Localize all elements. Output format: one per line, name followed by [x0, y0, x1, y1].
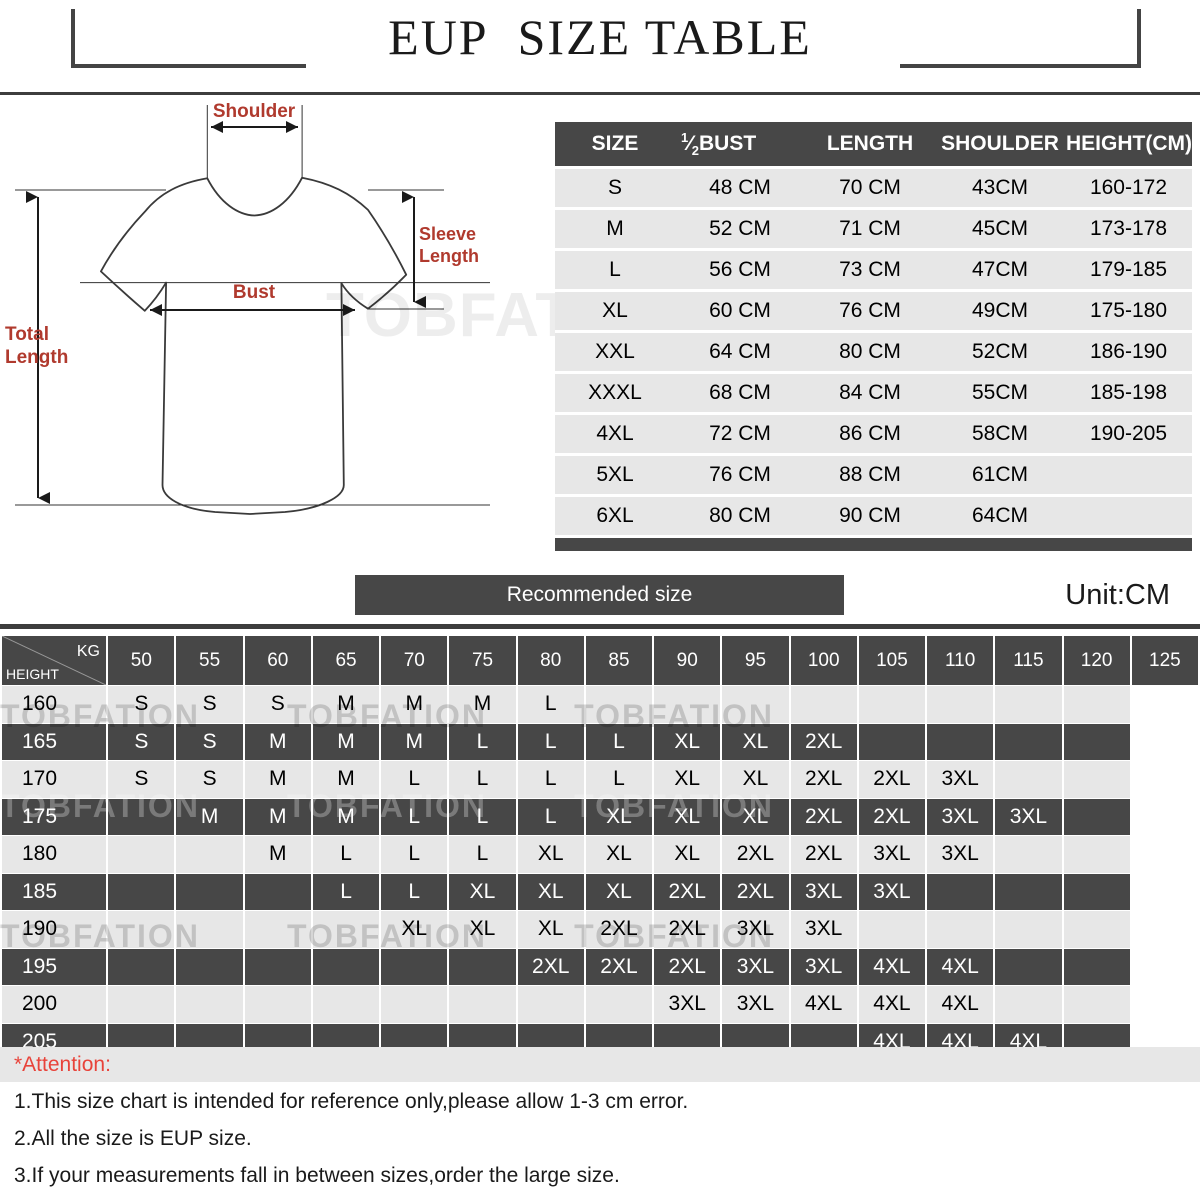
- svg-text:Bust: Bust: [233, 282, 276, 303]
- svg-text:Total Length: Total Length: [5, 324, 68, 368]
- svg-text:Shoulder: Shoulder: [213, 101, 296, 122]
- svg-text:HEIGHT: HEIGHT: [6, 666, 59, 682]
- svg-text:KG: KG: [77, 643, 100, 660]
- svg-text:Sleeve Length: Sleeve Length: [419, 224, 481, 266]
